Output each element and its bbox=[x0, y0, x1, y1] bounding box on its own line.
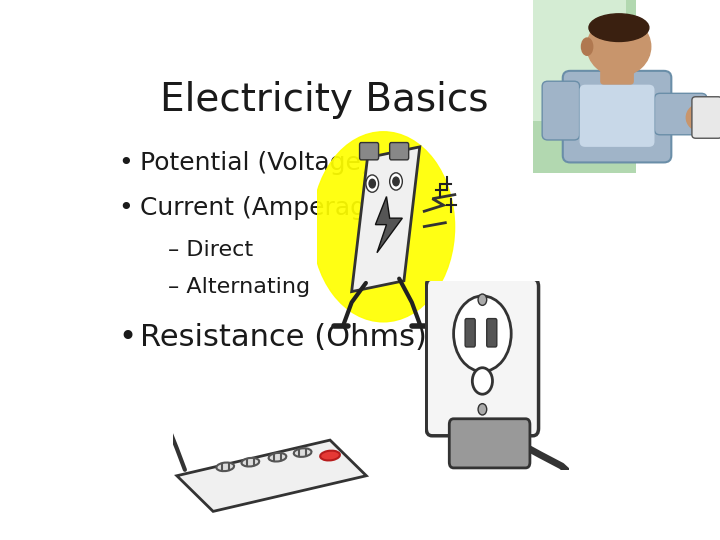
Text: •: • bbox=[118, 322, 136, 352]
Polygon shape bbox=[533, 0, 636, 173]
Text: •: • bbox=[118, 196, 132, 220]
Text: •: • bbox=[118, 151, 132, 174]
Circle shape bbox=[478, 403, 487, 415]
FancyBboxPatch shape bbox=[563, 71, 671, 163]
Text: – Direct: – Direct bbox=[168, 240, 253, 260]
Text: Electricity Basics: Electricity Basics bbox=[160, 81, 489, 119]
FancyBboxPatch shape bbox=[359, 143, 379, 160]
Text: Resistance (Ohms): Resistance (Ohms) bbox=[140, 322, 427, 352]
Ellipse shape bbox=[589, 14, 649, 42]
Ellipse shape bbox=[241, 458, 259, 467]
Ellipse shape bbox=[216, 463, 234, 471]
Circle shape bbox=[393, 177, 399, 186]
Circle shape bbox=[454, 296, 511, 372]
Circle shape bbox=[366, 175, 379, 192]
Circle shape bbox=[587, 17, 651, 76]
Ellipse shape bbox=[312, 132, 454, 322]
Polygon shape bbox=[177, 440, 366, 511]
Text: Current (Amperage): Current (Amperage) bbox=[140, 196, 392, 220]
Circle shape bbox=[686, 104, 716, 131]
FancyBboxPatch shape bbox=[449, 419, 530, 468]
Circle shape bbox=[472, 368, 492, 394]
Ellipse shape bbox=[582, 38, 593, 55]
Polygon shape bbox=[351, 147, 420, 292]
Ellipse shape bbox=[269, 453, 287, 462]
FancyBboxPatch shape bbox=[426, 279, 539, 436]
Text: Potential (Voltage): Potential (Voltage) bbox=[140, 151, 371, 174]
FancyBboxPatch shape bbox=[692, 97, 720, 138]
Ellipse shape bbox=[294, 448, 312, 457]
Text: – Alternating: – Alternating bbox=[168, 277, 310, 297]
Circle shape bbox=[478, 294, 487, 305]
FancyBboxPatch shape bbox=[654, 93, 707, 135]
Polygon shape bbox=[533, 0, 626, 121]
FancyBboxPatch shape bbox=[542, 81, 580, 140]
FancyBboxPatch shape bbox=[580, 85, 654, 147]
FancyBboxPatch shape bbox=[390, 143, 409, 160]
FancyBboxPatch shape bbox=[600, 60, 634, 85]
Polygon shape bbox=[375, 197, 402, 253]
FancyBboxPatch shape bbox=[487, 319, 497, 347]
FancyBboxPatch shape bbox=[465, 319, 475, 347]
Circle shape bbox=[390, 173, 402, 190]
Circle shape bbox=[369, 179, 375, 188]
Ellipse shape bbox=[320, 451, 340, 461]
